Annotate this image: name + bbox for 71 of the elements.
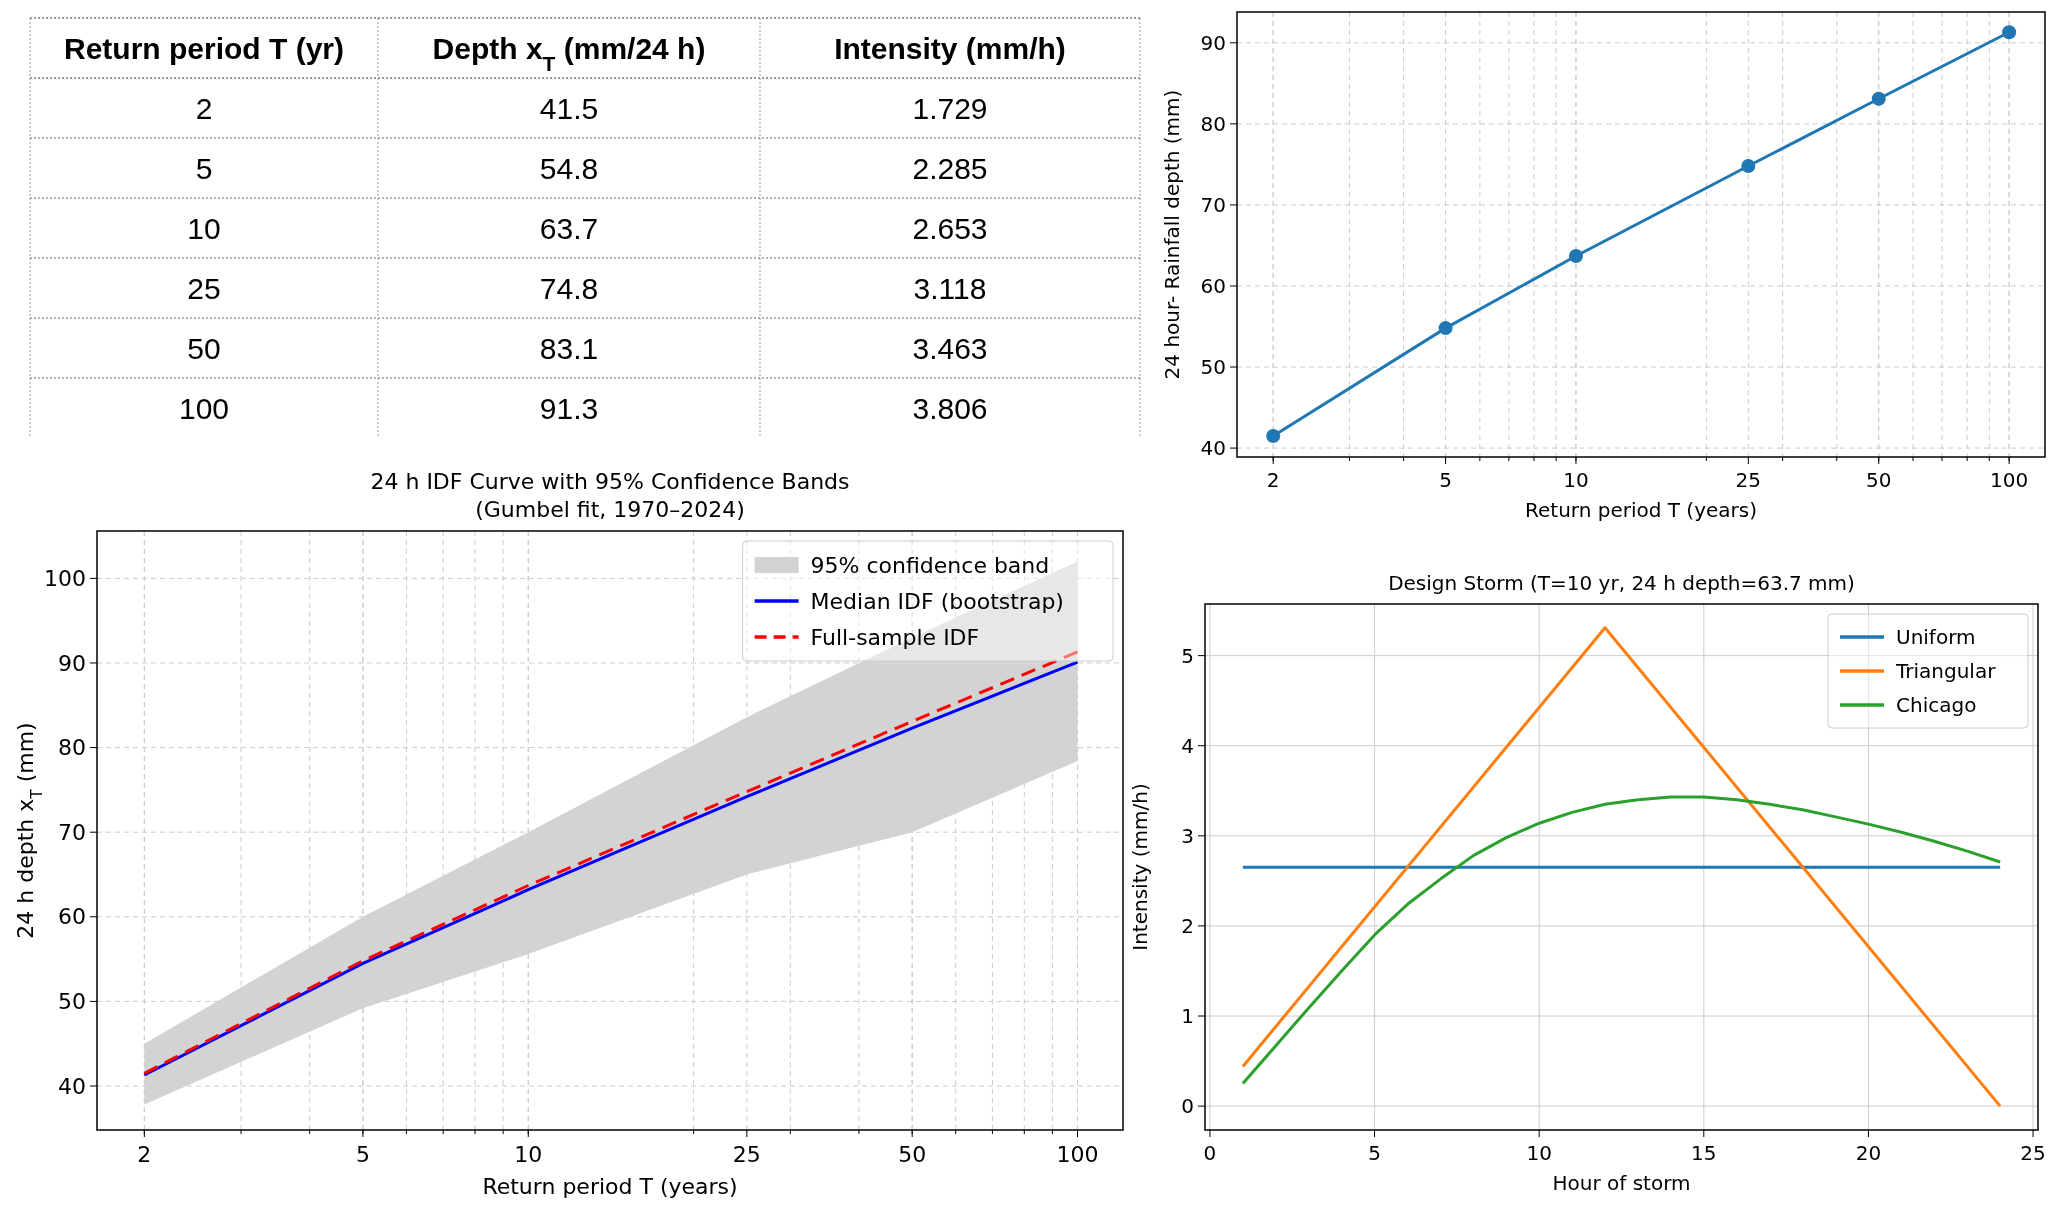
- x-axis-title: Return period T (years): [482, 1174, 738, 1199]
- data-label: 54.8: [539, 152, 599, 185]
- category-label: 2: [195, 92, 213, 125]
- data-label: 1.729: [912, 92, 988, 125]
- data-label: 91.3: [539, 392, 599, 425]
- x-tick-label: 2: [137, 1142, 152, 1167]
- y-tick-label: 80: [58, 735, 86, 761]
- y-tick-label: 70: [1200, 192, 1226, 217]
- y-axis-title: 24 hour- Rainfall depth (mm): [1160, 89, 1184, 380]
- category-label: 10: [187, 212, 221, 245]
- data-label: 83.1: [539, 332, 599, 365]
- y-tick-label: 60: [1200, 273, 1226, 298]
- category-label: 5: [195, 152, 213, 185]
- data-label: 2.285: [912, 152, 988, 185]
- x-tick-label: 50: [1866, 468, 1892, 492]
- legend-label: Full-sample IDF: [810, 624, 980, 650]
- y-tick-label: 70: [58, 819, 86, 845]
- y-tick-label: 50: [58, 989, 86, 1015]
- y-tick-label: 90: [58, 650, 86, 676]
- legend-label: Chicago: [1896, 693, 1977, 717]
- x-tick-label: 15: [1691, 1141, 1717, 1165]
- legend-label: Uniform: [1896, 625, 1976, 649]
- y-tick-label: 90: [1200, 30, 1226, 55]
- chart-title: Design Storm (T=10 yr, 24 h depth=63.7 mm): [1388, 571, 1855, 595]
- line-series: [1241, 795, 2002, 1086]
- y-tick-label: 5: [1181, 643, 1194, 668]
- y-tick-label: 3: [1181, 823, 1194, 848]
- x-tick-label: 10: [1526, 1141, 1552, 1165]
- x-tick-label: 5: [1439, 468, 1452, 492]
- y-tick-label: 4: [1181, 733, 1194, 758]
- x-tick-label: 50: [898, 1142, 927, 1167]
- chart-title: 24 h IDF Curve with 95% Confidence Bands (Gumbel fit, 1970–2024): [370, 469, 850, 522]
- x-tick-label: 10: [514, 1142, 543, 1167]
- x-tick-label: 10: [1563, 468, 1589, 492]
- y-tick-label: 100: [44, 566, 86, 592]
- data-label: 74.8: [539, 272, 599, 305]
- y-tick-label: 60: [58, 904, 86, 930]
- legend-label: Median IDF (bootstrap): [810, 588, 1064, 614]
- x-tick-label: 25: [732, 1142, 761, 1167]
- legend-label: 95% confidence band: [810, 552, 1050, 578]
- x-tick-label: 100: [1990, 468, 2029, 492]
- y-tick-label: 40: [1200, 436, 1226, 461]
- category-label: 100: [178, 392, 230, 425]
- text: Depth x$_{T}$ (mm/24 h): [432, 32, 706, 75]
- y-tick-label: 0: [1181, 1094, 1194, 1119]
- data-label: 63.7: [539, 212, 599, 245]
- data-label: 3.463: [912, 332, 988, 365]
- y-tick-label: 80: [1200, 111, 1226, 136]
- text: Intensity (mm/h): [834, 32, 1066, 65]
- y-tick-label: 1: [1181, 1004, 1194, 1029]
- x-axis-title: Hour of storm: [1552, 1171, 1691, 1195]
- x-tick-label: 100: [1056, 1142, 1099, 1167]
- data-label: 3.118: [913, 272, 987, 305]
- category-label: 50: [187, 332, 221, 365]
- x-axis-title: Return period T (years): [1524, 498, 1758, 522]
- x-tick-label: 2: [1266, 468, 1280, 492]
- y-tick-label: 50: [1200, 355, 1226, 380]
- legend-label: Triangular: [1895, 659, 1997, 683]
- text: Return period T (yr): [63, 32, 345, 65]
- category-label: 25: [187, 272, 221, 305]
- y-tick-label: 40: [58, 1073, 86, 1099]
- data-label: 2.653: [912, 212, 988, 245]
- x-tick-label: 5: [355, 1142, 370, 1167]
- y-axis-title: Intensity (mm/h): [1128, 783, 1152, 951]
- x-tick-label: 20: [1855, 1141, 1882, 1165]
- x-tick-label: 25: [2020, 1141, 2046, 1165]
- data-label: 3.806: [912, 392, 988, 425]
- x-tick-label: 25: [1735, 468, 1762, 492]
- data-label: 41.5: [539, 92, 599, 125]
- x-tick-label: 5: [1368, 1141, 1381, 1165]
- y-tick-label: 2: [1181, 913, 1194, 938]
